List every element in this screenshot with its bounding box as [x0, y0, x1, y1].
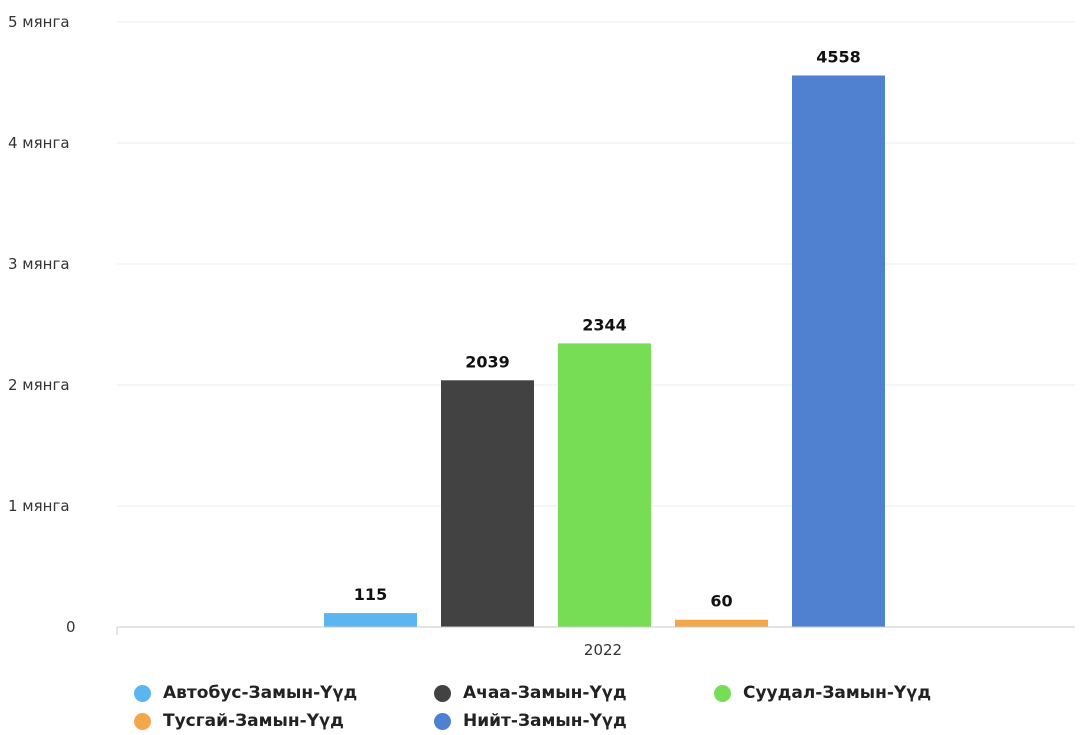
- legend-item-3[interactable]: Суудал-Замын-Үүд: [714, 683, 931, 703]
- data-label: 60: [710, 592, 732, 611]
- legend-label: Тусгай-Замын-Үүд: [163, 711, 344, 731]
- y-tick-label: 0: [66, 618, 76, 636]
- legend-item-2[interactable]: Ачаа-Замын-Үүд: [434, 683, 627, 703]
- y-tick-label: 3 мянга: [8, 255, 70, 273]
- legend-dot-icon: [134, 712, 151, 730]
- legend-item-5[interactable]: Нийт-Замын-Үүд: [434, 711, 627, 731]
- legend-label: Ачаа-Замын-Үүд: [463, 683, 627, 703]
- data-labels: 115 2039 2344 60 4558: [354, 47, 861, 610]
- legend-item-4[interactable]: Тусгай-Замын-Үүд: [134, 711, 344, 731]
- legend-label: Автобус-Замын-Үүд: [163, 683, 358, 703]
- bar-2[interactable]: [441, 380, 534, 627]
- legend-dot-icon: [134, 684, 151, 702]
- y-tick-label: 2 мянга: [8, 376, 70, 394]
- legend-label: Суудал-Замын-Үүд: [743, 683, 932, 703]
- y-tick-label: 5 мянга: [8, 13, 70, 31]
- bar-3[interactable]: [558, 343, 651, 627]
- bar-4[interactable]: [675, 619, 768, 627]
- data-label: 2039: [465, 352, 510, 371]
- bar-1[interactable]: [324, 613, 417, 627]
- legend-dot-icon: [434, 712, 451, 730]
- bars: [324, 75, 885, 628]
- grid-lines: [117, 21, 1075, 507]
- y-tick-label: 1 мянга: [8, 497, 70, 515]
- legend-item-1[interactable]: Автобус-Замын-Үүд: [134, 683, 357, 703]
- legend-label: Нийт-Замын-Үүд: [463, 711, 627, 731]
- bar-chart: 0 1 мянга 2 мянга 3 мянга 4 мянга 5 мянга 115…: [8, 13, 1075, 659]
- y-axis-ticks: 0 1 мянга 2 мянга 3 мянга 4 мянга 5 мянга: [8, 13, 76, 636]
- x-tick-label: 2022: [584, 641, 622, 659]
- y-tick-label: 4 мянга: [8, 134, 70, 152]
- data-label: 2344: [582, 315, 627, 334]
- legend-dot-icon: [434, 684, 451, 702]
- data-label: 4558: [816, 47, 861, 66]
- bar-5[interactable]: [792, 75, 885, 628]
- legend-dot-icon: [714, 684, 731, 702]
- x-axis: 2022: [116, 626, 1075, 659]
- data-label: 115: [354, 585, 387, 604]
